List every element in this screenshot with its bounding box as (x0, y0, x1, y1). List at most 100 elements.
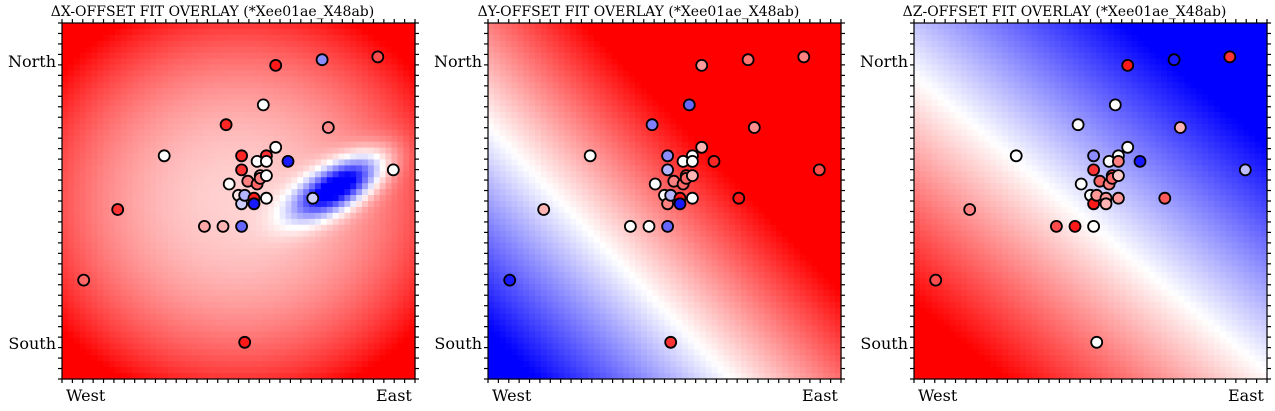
heatmap-cell (397, 106, 404, 113)
heatmap-cell (138, 367, 145, 374)
heatmap-cell (162, 106, 169, 113)
heatmap-cell (214, 159, 222, 166)
heatmap-cell (144, 278, 151, 285)
heatmap-cell (409, 373, 416, 380)
heatmap-cell (558, 88, 566, 95)
heatmap-cell (109, 123, 116, 131)
heatmap-cell (511, 331, 519, 339)
heatmap-cell (488, 260, 495, 267)
heatmap-cell (114, 117, 122, 125)
heatmap-cell (564, 52, 571, 60)
heatmap-cell (97, 171, 104, 178)
heatmap-cell (156, 82, 163, 89)
heatmap-cell (373, 23, 381, 30)
heatmap-cell (209, 367, 216, 374)
heatmap-cell (150, 361, 157, 368)
heatmap-cell (314, 70, 322, 77)
heatmap-cell (62, 88, 69, 95)
heatmap-cell (297, 343, 304, 350)
heatmap-cell (488, 153, 495, 161)
heatmap-cell (367, 165, 375, 172)
heatmap-cell (303, 248, 310, 255)
heatmap-cell (156, 343, 163, 350)
heatmap-cell (546, 266, 554, 273)
heatmap-cell (373, 88, 381, 95)
heatmap-cell (344, 313, 351, 321)
heatmap-cell (120, 117, 128, 125)
heatmap-cell (291, 183, 298, 190)
heatmap-cell (126, 301, 134, 309)
heatmap-cell (85, 295, 93, 303)
heatmap-cell (156, 147, 163, 155)
heatmap-cell (156, 28, 163, 36)
heatmap-cell (209, 112, 216, 119)
heatmap-cell (397, 325, 404, 333)
heatmap-cell (499, 248, 507, 255)
heatmap-cell (297, 337, 304, 344)
heatmap-cell (238, 46, 245, 54)
heatmap-cell (62, 23, 69, 30)
heatmap-cell (314, 272, 322, 279)
heatmap-cell (279, 272, 287, 279)
heatmap-cell (203, 141, 210, 149)
heatmap-cell (297, 106, 304, 113)
heatmap-cell (558, 52, 566, 60)
heatmap-cell (291, 23, 298, 30)
heatmap-cell (197, 147, 204, 155)
heatmap-cell (493, 52, 501, 60)
heatmap-cell (73, 100, 81, 107)
heatmap-cell (338, 64, 345, 72)
heatmap-cell (262, 212, 269, 220)
heatmap-cell (173, 106, 181, 113)
heatmap-cell (582, 123, 589, 131)
heatmap-cell (588, 260, 595, 267)
heatmap-cell (179, 349, 187, 356)
heatmap-cell (150, 64, 157, 72)
heatmap-cell (167, 349, 175, 356)
heatmap-cell (362, 40, 369, 48)
heatmap-cell (409, 230, 416, 238)
heatmap-cell (197, 171, 204, 178)
heatmap-cell (256, 343, 263, 350)
heatmap-cell (162, 129, 169, 137)
heatmap-cell (338, 254, 345, 261)
heatmap-cell (350, 141, 357, 149)
heatmap-cell (356, 52, 363, 60)
heatmap-cell (203, 254, 210, 261)
heatmap-cell (67, 278, 75, 285)
heatmap-cell (120, 82, 128, 89)
heatmap-cell (126, 100, 134, 107)
heatmap-cell (523, 76, 530, 83)
heatmap-cell (517, 367, 524, 374)
heatmap-cell (114, 171, 122, 178)
heatmap-cell (291, 189, 298, 196)
heatmap-cell (385, 319, 393, 327)
heatmap-cell (373, 343, 381, 350)
heatmap-cell (262, 28, 269, 36)
heatmap-cell (499, 52, 507, 60)
heatmap-cell (179, 331, 187, 339)
heatmap-cell (150, 212, 157, 220)
heatmap-cell (244, 23, 251, 30)
heatmap-cell (162, 248, 169, 255)
heatmap-cell (570, 100, 577, 107)
heatmap-cell (209, 117, 216, 125)
heatmap-cell (279, 100, 287, 107)
heatmap-cell (493, 117, 501, 125)
heatmap-cell (599, 23, 607, 30)
heatmap-cell (529, 82, 536, 89)
heatmap-cell (356, 195, 363, 202)
heatmap-cell (179, 46, 187, 54)
heatmap-cell (197, 94, 204, 101)
heatmap-cell (132, 254, 140, 261)
heatmap-cell (179, 88, 187, 95)
heatmap-cell (338, 171, 345, 178)
heatmap-cell (588, 254, 595, 261)
heatmap-cell (326, 76, 334, 83)
heatmap-cell (564, 135, 571, 143)
heatmap-cell (250, 165, 257, 172)
heatmap-cell (344, 46, 351, 54)
heatmap-cell (191, 52, 198, 60)
heatmap-cell (588, 349, 595, 356)
heatmap-cell (109, 183, 116, 190)
